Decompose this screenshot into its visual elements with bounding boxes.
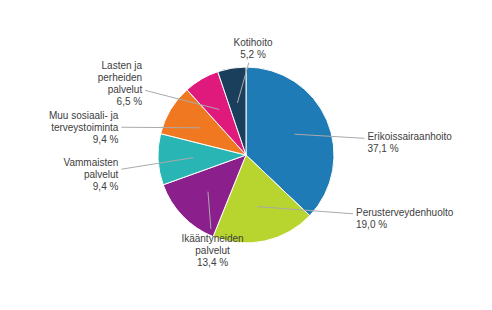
svg-text:Muu sosiaali- jaterveystoimint: Muu sosiaali- jaterveystoiminta9,4 % bbox=[49, 109, 119, 144]
svg-text:Kotihoito5,2 %: Kotihoito5,2 % bbox=[234, 36, 273, 59]
svg-text:Perusterveydenhuolto19,0 %: Perusterveydenhuolto19,0 % bbox=[356, 207, 454, 230]
svg-text:Lasten japerheidenpalvelut6,5: Lasten japerheidenpalvelut6,5 % bbox=[98, 59, 143, 106]
svg-text:Erikoissairaanhoito37,1 %: Erikoissairaanhoito37,1 % bbox=[367, 130, 452, 153]
svg-text:Ikääntyneidenpalvelut13,4 %: Ikääntyneidenpalvelut13,4 % bbox=[181, 233, 243, 268]
svg-text:Vammaistenpalvelut9,4 %: Vammaistenpalvelut9,4 % bbox=[64, 157, 119, 192]
